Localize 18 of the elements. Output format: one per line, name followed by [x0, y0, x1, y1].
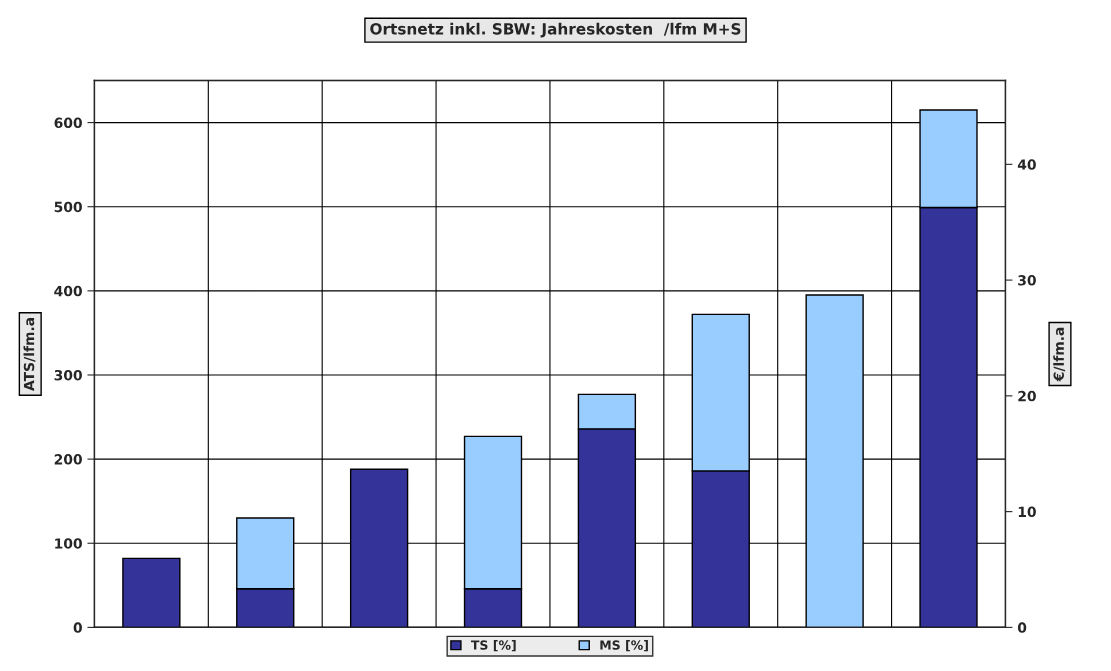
- bar: [122, 557, 181, 628]
- y-tick-label: 500: [54, 201, 82, 213]
- y-tick-label: 300: [54, 369, 82, 381]
- legend-label: TS [%]: [470, 640, 516, 652]
- y-tick-label: 600: [54, 117, 82, 129]
- y-tick-label: 100: [55, 538, 82, 549]
- y2-tick-label: 10: [1018, 506, 1036, 518]
- y2-tick-label: 0: [1017, 622, 1027, 633]
- chart-title: Ortsnetz inkl. SBW: Jahreskosten /lfm M+S: [370, 22, 741, 38]
- legend-label: MS [%]: [600, 640, 648, 652]
- y2-tick-label: 30: [1018, 275, 1036, 286]
- y-axis-title: ATS/lfm.a: [23, 317, 36, 391]
- y2-axis-title: €/lfm.a: [1053, 327, 1066, 382]
- y2-tick-label: 40: [1017, 159, 1036, 170]
- y-tick-label: 0: [73, 622, 82, 633]
- y-tick-label: 400: [54, 285, 82, 297]
- y2-tick-label: 20: [1018, 390, 1036, 402]
- y-tick-label: 200: [54, 454, 82, 465]
